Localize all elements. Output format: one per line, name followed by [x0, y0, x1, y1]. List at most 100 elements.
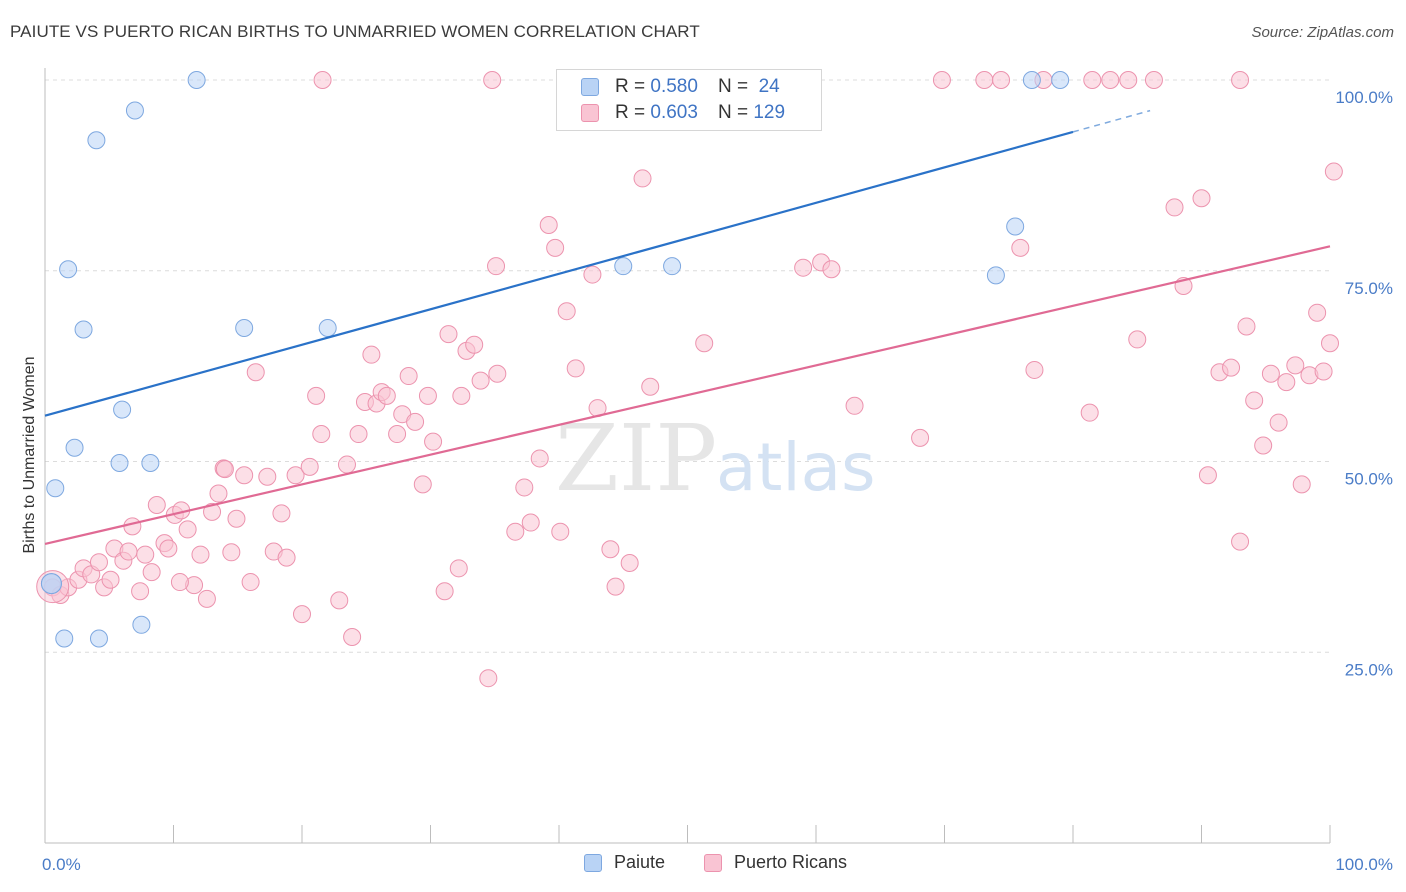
chart-title: PAIUTE VS PUERTO RICAN BIRTHS TO UNMARRI…	[10, 22, 700, 41]
puerto-ricans-point	[449, 559, 468, 578]
puerto-ricans-point	[1101, 71, 1120, 89]
puerto-ricans-point	[209, 484, 228, 503]
puerto-ricans-point	[362, 345, 381, 364]
puerto-ricans-point	[101, 570, 120, 589]
puerto-ricans-legend-swatch	[704, 853, 722, 872]
puerto-ricans-point	[633, 169, 652, 188]
paiute-trend-extension	[1072, 109, 1151, 133]
puerto-ricans-point	[343, 627, 362, 646]
puerto-ricans-point	[439, 325, 458, 344]
puerto-ricans-point	[413, 475, 432, 494]
puerto-ricans-point	[521, 513, 540, 532]
puerto-ricans-point	[235, 466, 254, 485]
paiute-r-value: 0.580	[650, 76, 698, 97]
puerto-ricans-point	[488, 364, 507, 383]
x-tick-label-0: 0.0%	[42, 855, 81, 874]
puerto-ricans-point	[606, 577, 625, 596]
grid-layer	[45, 79, 1330, 653]
puerto-ricans-r-value: 0.603	[650, 102, 698, 123]
paiute-point	[87, 131, 106, 150]
paiute-n-value: 24	[758, 76, 780, 97]
puerto-ricans-point	[506, 522, 525, 541]
puerto-ricans-point	[1198, 466, 1217, 485]
paiute-point	[59, 260, 78, 279]
puerto-ricans-point	[388, 425, 407, 444]
puerto-ricans-point	[227, 509, 246, 528]
puerto-ricans-point	[142, 563, 161, 582]
puerto-ricans-point	[1237, 317, 1256, 336]
r-label: R =	[615, 102, 646, 123]
puerto-ricans-point	[1011, 238, 1030, 257]
source-note: Source: ZipAtlas.com	[1251, 24, 1394, 41]
puerto-ricans-point	[479, 669, 498, 688]
legend-item-paiute[interactable]: Paiute	[584, 852, 665, 873]
y-tick-label-50: 50.0%	[1345, 470, 1393, 489]
paiute-point	[132, 615, 151, 634]
bottom-legend: Paiute Puerto Ricans	[0, 852, 1406, 876]
puerto-ricans-swatch	[581, 104, 599, 122]
n-label: N =	[717, 102, 749, 123]
y-tick-label-100: 100.0%	[1335, 88, 1393, 107]
puerto-ricans-point	[1286, 356, 1305, 375]
paiute-point	[110, 454, 129, 473]
puerto-ricans-point	[822, 260, 841, 279]
puerto-ricans-point	[452, 386, 471, 405]
paiute-point	[40, 573, 62, 595]
puerto-ricans-point	[89, 553, 108, 572]
puerto-ricans-point	[932, 71, 951, 89]
puerto-ricans-point	[471, 371, 490, 390]
puerto-ricans-point	[272, 504, 291, 523]
paiute-point	[113, 400, 132, 419]
legend-item-puerto-ricans[interactable]: Puerto Ricans	[704, 852, 847, 873]
axes-layer	[44, 68, 1331, 844]
puerto-ricans-point	[1292, 475, 1311, 494]
puerto-ricans-point	[222, 543, 241, 562]
paiute-point	[318, 318, 337, 337]
puerto-ricans-point	[465, 335, 484, 354]
watermark: ZIP atlas	[555, 405, 876, 512]
puerto-ricans-point	[307, 386, 326, 405]
puerto-ricans-point	[1144, 71, 1163, 89]
puerto-ricans-point	[601, 540, 620, 559]
y-tick-label-75: 75.0%	[1345, 279, 1393, 298]
puerto-ricans-point	[377, 386, 396, 405]
puerto-ricans-point	[845, 396, 864, 415]
paiute-legend-swatch	[584, 853, 602, 872]
paiute-point	[89, 629, 108, 648]
puerto-ricans-point	[1261, 364, 1280, 383]
puerto-ricans-point	[1314, 362, 1333, 381]
puerto-ricans-point	[424, 432, 443, 451]
puerto-ricans-point	[1245, 391, 1264, 410]
puerto-ricans-points	[36, 71, 1343, 688]
puerto-ricans-point	[286, 466, 305, 485]
puerto-ricans-point	[1254, 436, 1273, 455]
puerto-ricans-point	[583, 265, 602, 284]
puerto-ricans-point	[557, 302, 576, 321]
puerto-ricans-point	[293, 605, 311, 624]
puerto-ricans-trend-line	[44, 245, 1331, 545]
puerto-ricans-point	[131, 582, 150, 601]
puerto-ricans-point	[695, 334, 714, 353]
legend-row-puerto-ricans: R = 0.603 N = 129	[581, 101, 785, 125]
y-axis-label: Births to Unmarried Women	[21, 356, 38, 553]
puerto-ricans-point	[170, 573, 189, 592]
paiute-point	[141, 454, 160, 473]
paiute-point	[187, 71, 206, 89]
puerto-ricans-point	[215, 460, 234, 479]
paiute-point	[74, 320, 93, 339]
puerto-ricans-point	[119, 542, 138, 561]
puerto-ricans-point	[191, 545, 210, 564]
puerto-ricans-point	[197, 589, 216, 608]
puerto-ricans-point	[147, 495, 166, 514]
puerto-ricans-point	[349, 425, 368, 444]
puerto-ricans-point	[1080, 403, 1099, 422]
puerto-ricans-point	[330, 591, 349, 610]
puerto-ricans-point	[546, 238, 565, 257]
puerto-ricans-point	[911, 428, 930, 447]
puerto-ricans-point	[1308, 303, 1327, 322]
puerto-ricans-point	[975, 71, 994, 89]
puerto-ricans-point	[300, 457, 319, 476]
puerto-ricans-point	[312, 425, 331, 444]
paiute-point	[663, 257, 682, 276]
